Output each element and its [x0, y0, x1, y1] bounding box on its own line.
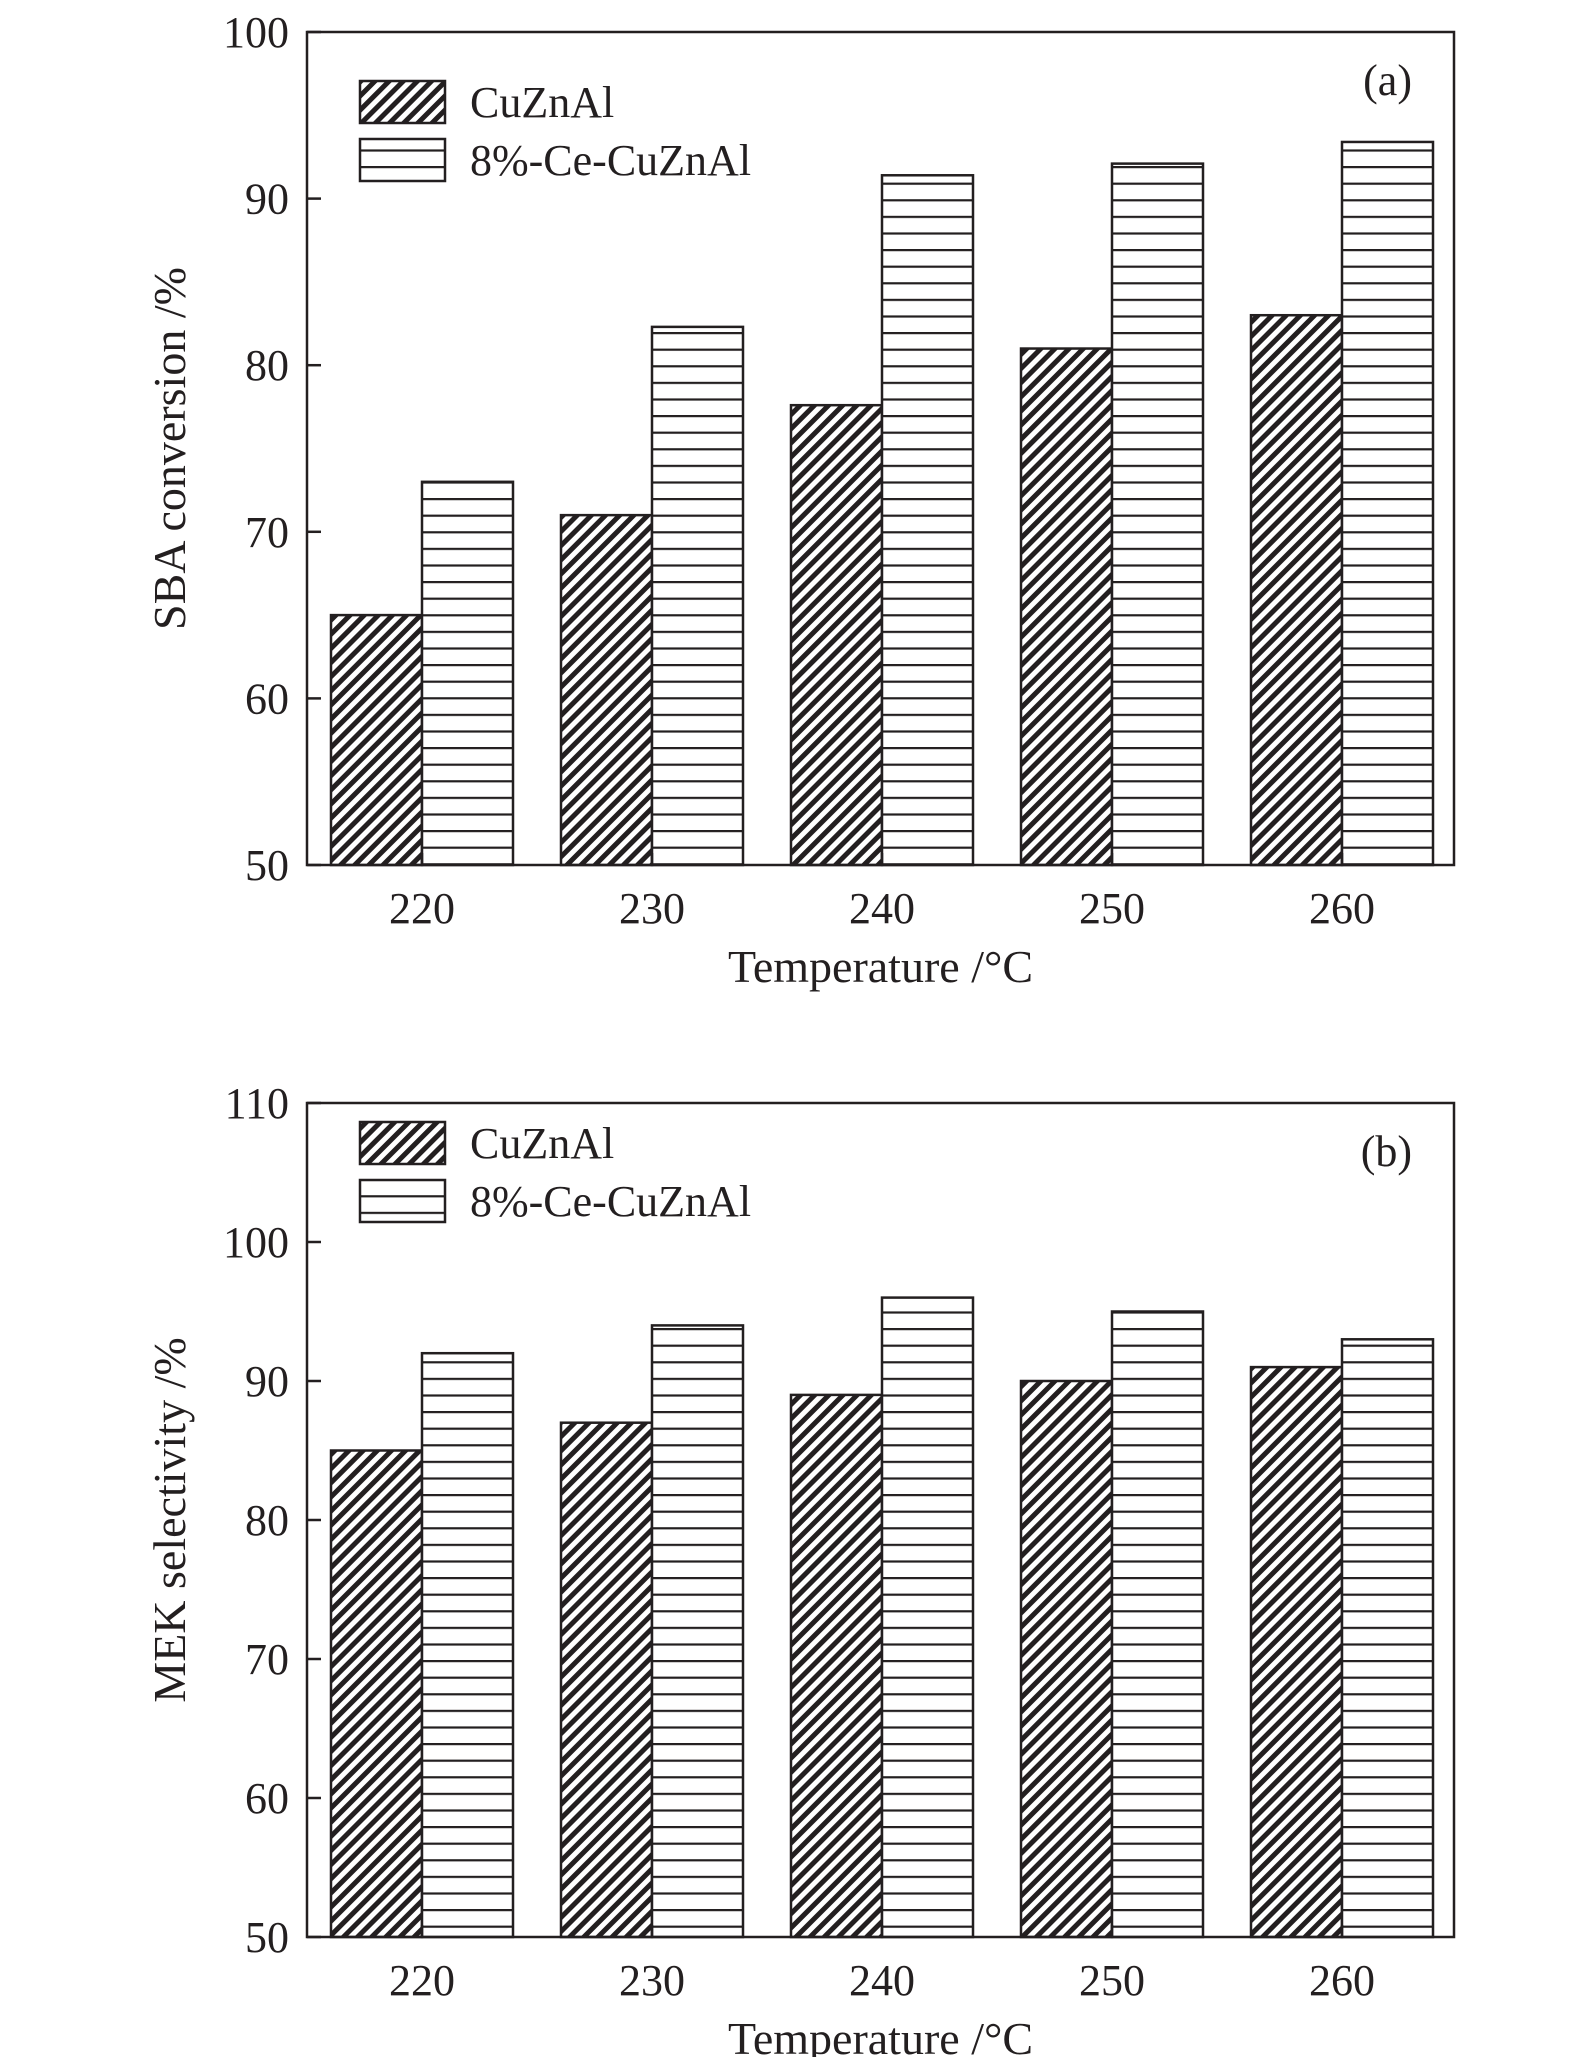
- legend-label-ce-cuznal: 8%-Ce-CuZnAl: [470, 1177, 751, 1226]
- bar-cuznal-220: [329, 613, 424, 867]
- bar-ce-cuznal-250: [1110, 162, 1205, 867]
- y-tick-label: 100: [223, 8, 289, 57]
- legend-label-ce-cuznal: 8%-Ce-CuZnAl: [470, 136, 751, 185]
- bar-cuznal-250: [1019, 347, 1114, 867]
- x-tick-label: 220: [389, 1956, 455, 2005]
- x-tick-label: 220: [389, 884, 455, 933]
- bar-ce-cuznal-240: [880, 174, 975, 867]
- legend-swatch-ce-cuznal: [358, 137, 447, 183]
- y-tick-label: 60: [245, 1774, 289, 1823]
- y-tick-label: 90: [245, 175, 289, 224]
- legend-swatch-cuznal: [358, 1120, 447, 1166]
- legend-swatch-ce-cuznal: [358, 1178, 447, 1224]
- y-tick-label: 80: [245, 341, 289, 390]
- bar-cuznal-240: [789, 1393, 884, 1939]
- x-tick-label: 250: [1079, 884, 1145, 933]
- bar-ce-cuznal-260: [1340, 140, 1435, 867]
- y-axis-title: SBA conversion /%: [144, 267, 195, 630]
- legend-swatch-cuznal: [358, 79, 447, 125]
- bar-cuznal-220: [329, 1449, 424, 1939]
- legend-label-cuznal: CuZnAl: [470, 1119, 614, 1168]
- bar-cuznal-230: [559, 513, 654, 867]
- y-tick-label: 60: [245, 674, 289, 723]
- y-tick-label: 110: [225, 1079, 289, 1128]
- x-tick-label: 230: [619, 1956, 685, 2005]
- chart-panel-a: 50 60 70 80 90 100 220 230 240 250 260 Temperature …: [144, 8, 1456, 992]
- x-tick-label: 230: [619, 884, 685, 933]
- bar-ce-cuznal-250: [1110, 1310, 1205, 1939]
- y-tick-label: 100: [223, 1218, 289, 1267]
- chart-panel-b: 50 60 70 80 90 100 110 220 230 240 250 260 Temperatu…: [144, 1079, 1456, 2062]
- y-axis-title: MEK selectivity /%: [144, 1337, 195, 1702]
- y-tick-label: 50: [245, 841, 289, 890]
- x-tick-label: 240: [849, 884, 915, 933]
- x-tick-label: 260: [1309, 884, 1375, 933]
- bar-ce-cuznal-230: [650, 1324, 745, 1939]
- x-tick-label: 240: [849, 1956, 915, 2005]
- panel-label: (a): [1363, 56, 1412, 105]
- bar-ce-cuznal-230: [650, 325, 745, 867]
- bar-cuznal-250: [1019, 1379, 1114, 1939]
- bar-ce-cuznal-220: [420, 480, 515, 867]
- y-tick-label: 50: [245, 1913, 289, 1962]
- bar-cuznal-260: [1249, 1365, 1344, 1939]
- bar-cuznal-240: [789, 403, 884, 867]
- bar-cuznal-230: [559, 1421, 654, 1939]
- y-tick-label: 90: [245, 1357, 289, 1406]
- x-tick-label: 250: [1079, 1956, 1145, 2005]
- x-axis-title: Temperature /°C: [728, 941, 1033, 992]
- x-tick-label: 260: [1309, 1956, 1375, 2005]
- bar-ce-cuznal-260: [1340, 1338, 1435, 1939]
- y-tick-label: 70: [245, 508, 289, 557]
- y-tick-label: 80: [245, 1496, 289, 1545]
- legend-label-cuznal: CuZnAl: [470, 78, 614, 127]
- bar-ce-cuznal-220: [420, 1351, 515, 1939]
- y-tick-label: 70: [245, 1635, 289, 1684]
- bar-cuznal-260: [1249, 313, 1344, 867]
- plot-frame: [305, 30, 1456, 867]
- bar-ce-cuznal-240: [880, 1296, 975, 1939]
- panel-label: (b): [1361, 1127, 1412, 1176]
- x-axis-title: Temperature /°C: [728, 2013, 1033, 2057]
